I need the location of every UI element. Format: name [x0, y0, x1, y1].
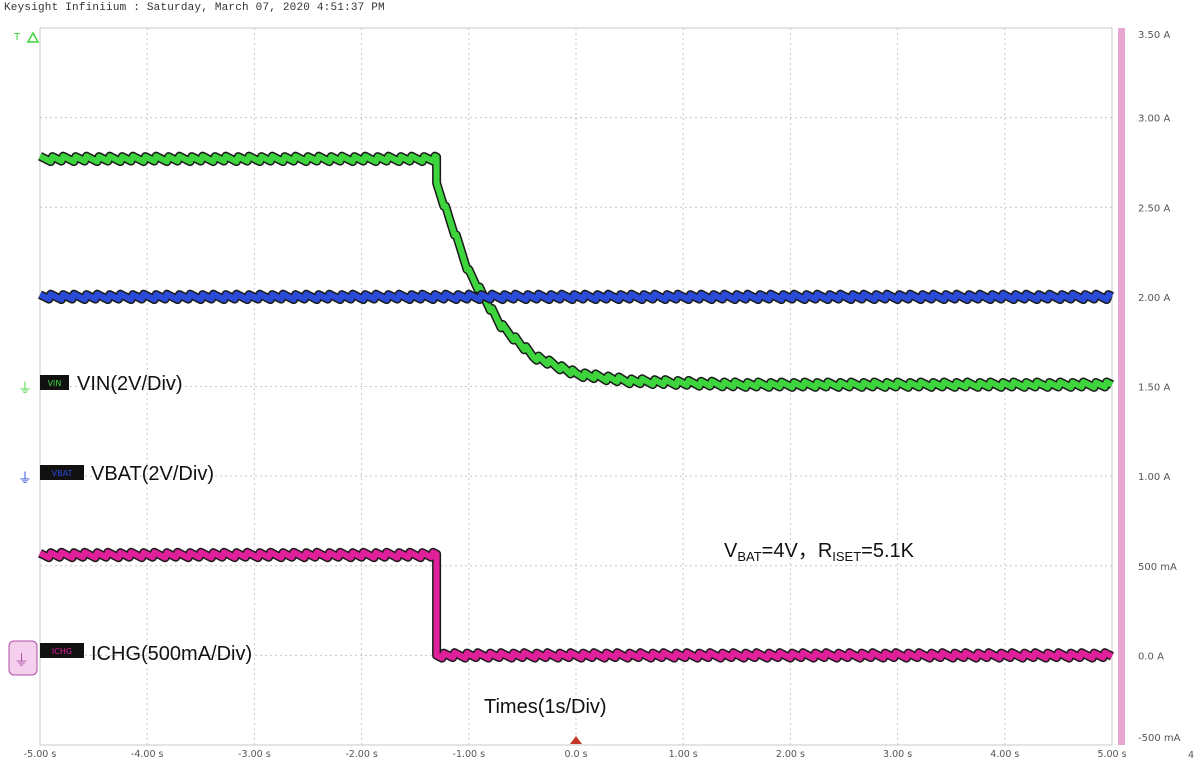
vbat-channel-label[interactable]: ⏚ VBAT VBAT(2V/Div) — [18, 463, 214, 486]
y-tick-label: 2.50 A — [1138, 203, 1170, 214]
y-tick-label: 2.00 A — [1138, 293, 1170, 304]
x-tick-label: 3.00 s — [883, 749, 912, 760]
x-tick-label: -1.00 s — [453, 749, 486, 760]
x-tick-label: 0.0 s — [564, 749, 587, 760]
trace-vbat — [38, 291, 1114, 303]
y-tick-label: 3.00 A — [1138, 114, 1170, 125]
corner-label: 4 — [1188, 750, 1194, 760]
ground-marker-icon: ⏚ — [18, 380, 32, 396]
x-tick-label: -4.00 s — [131, 749, 164, 760]
x-tick-label: 2.00 s — [776, 749, 805, 760]
y-tick-label: 500 mA — [1138, 562, 1177, 573]
x-tick-label: 1.00 s — [669, 749, 698, 760]
x-axis-ticks: -5.00 s -4.00 s -3.00 s -2.00 s -1.00 s 0.0 s… — [24, 749, 1127, 760]
ichg-label: ICHG(500mA/Div) — [91, 643, 252, 665]
x-tick-label: 4.00 s — [990, 749, 1019, 760]
y-tick-label: 3.50 A — [1138, 30, 1170, 41]
time-reference-marker — [570, 736, 582, 744]
vbat-label: VBAT(2V/Div) — [91, 463, 214, 485]
ichg-channel-label[interactable]: ⏚ ICHG ICHG(500mA/Div) — [8, 640, 252, 676]
y-axis-ticks: 3.50 A 3.00 A 2.50 A 2.00 A 1.50 A 1.00 A 500 … — [1138, 30, 1181, 744]
vin-label: VIN(2V/Div) — [77, 373, 183, 395]
y-tick-label: 1.50 A — [1138, 383, 1170, 394]
trigger-marker: T — [13, 31, 40, 43]
ichg-tag: ICHG — [52, 647, 72, 656]
y-tick-label: 1.00 A — [1138, 472, 1170, 483]
x-tick-label: -3.00 s — [238, 749, 271, 760]
ground-marker-icon: ⏚ — [18, 470, 32, 486]
test-condition-annotation: VBAT=4V，RISET=5.1K — [724, 540, 915, 564]
scope-header-title: Keysight Infiniium : Saturday, March 07,… — [4, 2, 385, 14]
x-tick-label: -2.00 s — [345, 749, 378, 760]
trace-vin — [38, 153, 1114, 391]
vbat-tag: VBAT — [52, 469, 73, 478]
y-tick-label: 0.0 A — [1138, 651, 1164, 662]
vin-tag: VIN — [48, 379, 62, 388]
y-tick-label: -500 mA — [1138, 733, 1181, 744]
traces — [37, 151, 1115, 663]
time-axis-label: Times(1s/Div) — [484, 696, 607, 718]
right-scale-bar — [1118, 28, 1125, 745]
ichg-channel-button[interactable] — [8, 640, 38, 676]
ground-marker-icon: ⏚ — [14, 652, 29, 669]
x-tick-label: -5.00 s — [24, 749, 57, 760]
trace-ichg — [38, 549, 1114, 662]
vin-channel-label[interactable]: ⏚ VIN VIN(2V/Div) — [18, 373, 183, 396]
x-tick-label: 5.00 s — [1097, 749, 1126, 760]
svg-text:T: T — [13, 32, 21, 43]
